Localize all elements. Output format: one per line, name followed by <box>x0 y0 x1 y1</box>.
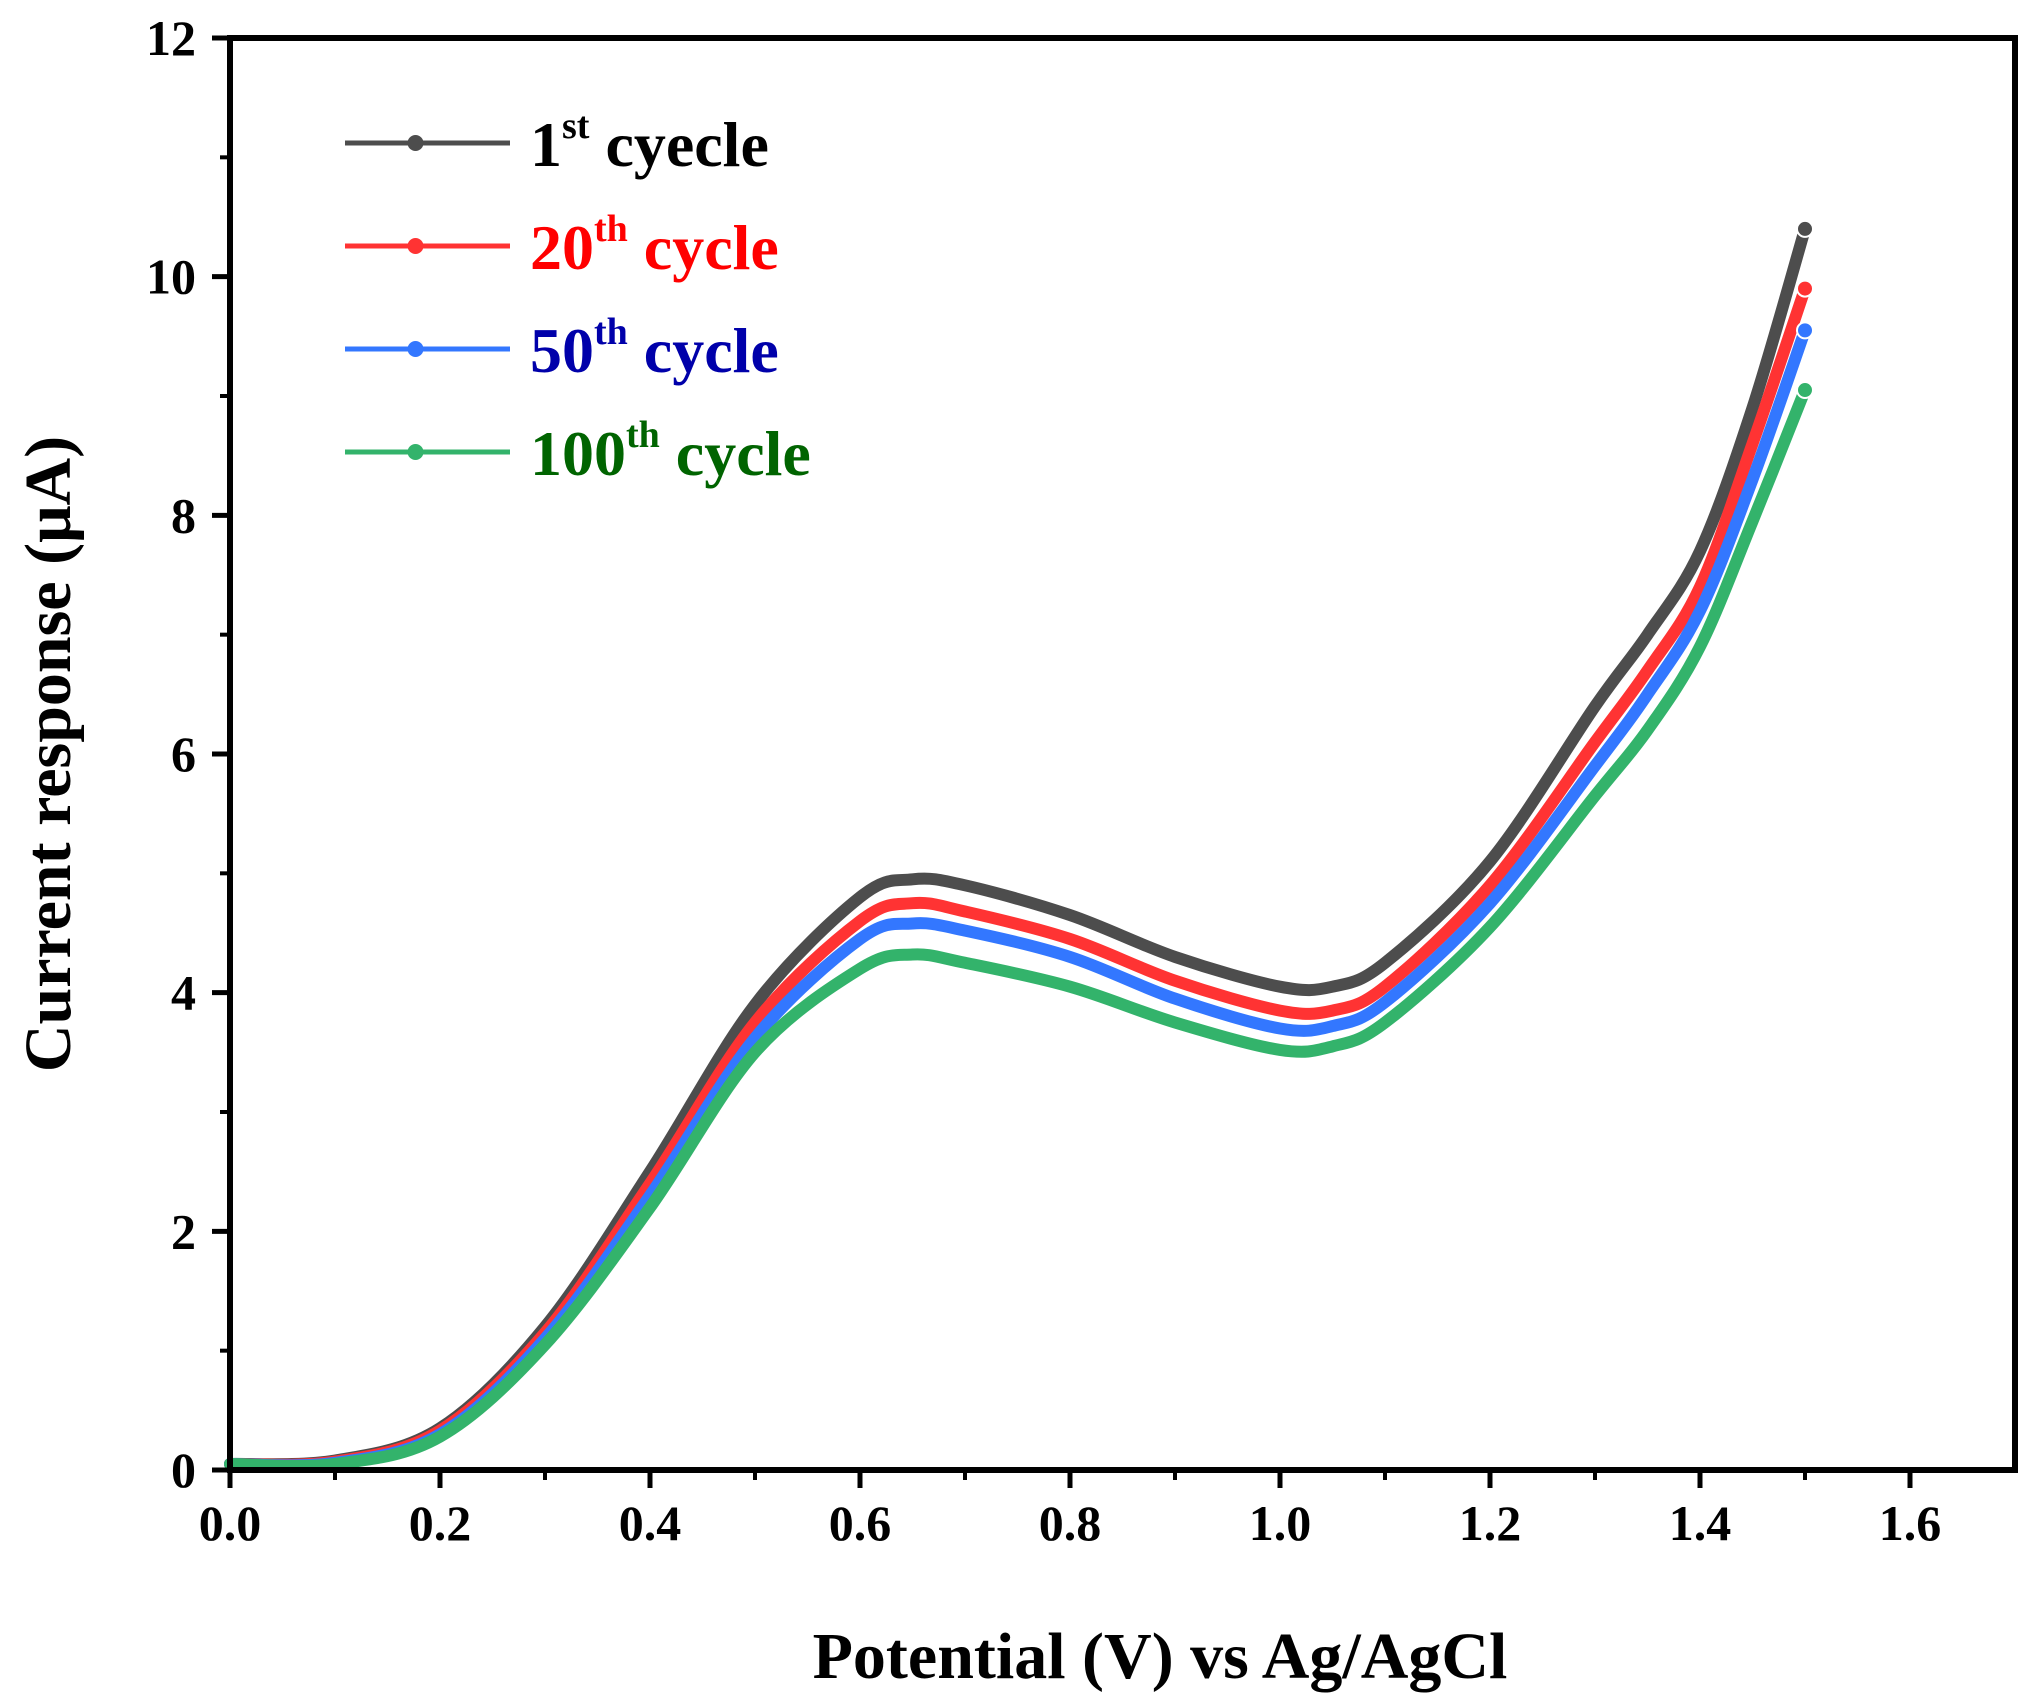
x-tick-label: 0.2 <box>409 1495 472 1551</box>
series-line-1st-cyecle <box>224 222 1811 1471</box>
plot-frame <box>227 35 2018 1473</box>
y-tick-label: 4 <box>171 965 196 1021</box>
series-curves <box>224 219 1814 1473</box>
y-tick-label: 10 <box>146 249 196 305</box>
legend-label: 100th cycle <box>530 414 811 489</box>
legend-label: 20th cycle <box>530 208 779 283</box>
y-axis-title: Current response (μA) <box>12 436 85 1072</box>
x-tick-label: 1.0 <box>1249 1495 1312 1551</box>
y-tick-label: 8 <box>171 487 196 543</box>
series-line-100th-cycle <box>224 384 1811 1473</box>
x-tick-label: 0.0 <box>199 1495 262 1551</box>
y-axis-ticks: 0 2 4 6 8 10 12 <box>146 10 230 1498</box>
legend-item: 50th cycle <box>345 311 779 386</box>
series-end-point <box>1796 381 1814 400</box>
legend: 1st cyecle 20th cycle 50th cycle 100th cycl… <box>345 105 811 489</box>
x-tick-label: 1.2 <box>1459 1495 1522 1551</box>
y-tick-label: 12 <box>146 10 196 66</box>
y-tick-label: 6 <box>171 726 196 782</box>
y-tick-label: 0 <box>171 1442 196 1498</box>
x-tick-label: 1.6 <box>1879 1495 1942 1551</box>
legend-item: 20th cycle <box>345 208 779 283</box>
x-tick-label: 0.8 <box>1039 1495 1102 1551</box>
x-tick-label: 0.4 <box>619 1495 682 1551</box>
x-tick-label: 0.6 <box>829 1495 892 1551</box>
legend-item: 1st cyecle <box>345 105 769 180</box>
x-tick-label: 1.4 <box>1669 1495 1732 1551</box>
x-axis-ticks: 0.0 0.2 0.4 0.6 0.8 1.0 1.2 1.4 1.6 <box>199 1470 1942 1551</box>
legend-marker <box>407 135 424 151</box>
series-end-point <box>1796 219 1814 238</box>
legend-label: 1st cyecle <box>530 105 769 180</box>
legend-label: 50th cycle <box>530 311 779 386</box>
series-end-point <box>1796 279 1814 298</box>
legend-marker <box>407 444 424 460</box>
y-tick-label: 2 <box>171 1203 196 1259</box>
legend-item: 100th cycle <box>345 414 811 489</box>
series-line-20th-cycle <box>224 282 1811 1471</box>
x-axis-title: Potential (V) vs Ag/AgCl <box>813 1620 1508 1693</box>
series-end-point <box>1796 321 1814 340</box>
legend-marker <box>407 341 424 357</box>
legend-marker <box>407 238 424 254</box>
